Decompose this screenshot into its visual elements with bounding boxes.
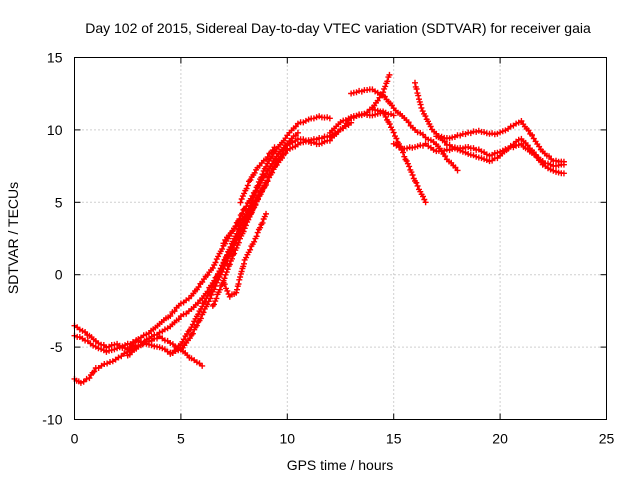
y-tick-label: 0 bbox=[55, 267, 63, 283]
x-tick-label: 25 bbox=[599, 431, 615, 447]
series-markers bbox=[220, 181, 270, 247]
series-pass-2 bbox=[71, 119, 355, 356]
series-markers bbox=[209, 109, 397, 309]
y-tick-label: -5 bbox=[50, 339, 63, 355]
y-tick-label: 15 bbox=[47, 50, 63, 66]
series-markers bbox=[237, 144, 278, 206]
series-pass-7 bbox=[220, 210, 270, 300]
series-markers bbox=[369, 106, 429, 206]
series-markers bbox=[326, 71, 393, 136]
series-markers bbox=[348, 86, 461, 174]
series-layer bbox=[71, 71, 567, 386]
x-tick-label: 0 bbox=[71, 431, 79, 447]
series-pass-12 bbox=[369, 106, 429, 206]
x-tick-label: 10 bbox=[280, 431, 296, 447]
series-pass-10 bbox=[326, 71, 393, 136]
series-pass-6 bbox=[209, 109, 397, 309]
x-axis-title: GPS time / hours bbox=[287, 457, 394, 473]
y-tick-labels: -10 -5 0 5 10 15 bbox=[42, 50, 62, 428]
x-tick-label: 5 bbox=[177, 431, 185, 447]
series-markers bbox=[220, 210, 270, 300]
series-line bbox=[73, 121, 352, 354]
series-markers bbox=[71, 119, 355, 356]
y-tick-label: -10 bbox=[42, 412, 62, 428]
series-pass-11 bbox=[348, 86, 461, 174]
series-pass-5 bbox=[167, 129, 301, 357]
series-markers bbox=[433, 118, 567, 165]
ticks bbox=[74, 57, 607, 420]
y-tick-label: 5 bbox=[55, 194, 63, 210]
series-pass-8 bbox=[220, 181, 270, 247]
series-pass-15 bbox=[433, 118, 567, 165]
y-axis-title: SDTVAR / TECUs bbox=[5, 182, 21, 294]
x-tick-label: 20 bbox=[492, 431, 508, 447]
grid bbox=[74, 57, 607, 420]
series-pass-9 bbox=[237, 144, 278, 206]
chart-title: Day 102 of 2015, Sidereal Day-to-day VTE… bbox=[85, 20, 591, 36]
x-tick-label: 15 bbox=[386, 431, 402, 447]
plot-frame bbox=[74, 57, 607, 420]
series-markers bbox=[167, 129, 301, 357]
series-pass-14 bbox=[412, 79, 567, 177]
y-tick-label: 10 bbox=[47, 122, 63, 138]
x-tick-labels: 0 5 10 15 20 25 bbox=[71, 431, 615, 447]
series-markers bbox=[412, 79, 567, 177]
